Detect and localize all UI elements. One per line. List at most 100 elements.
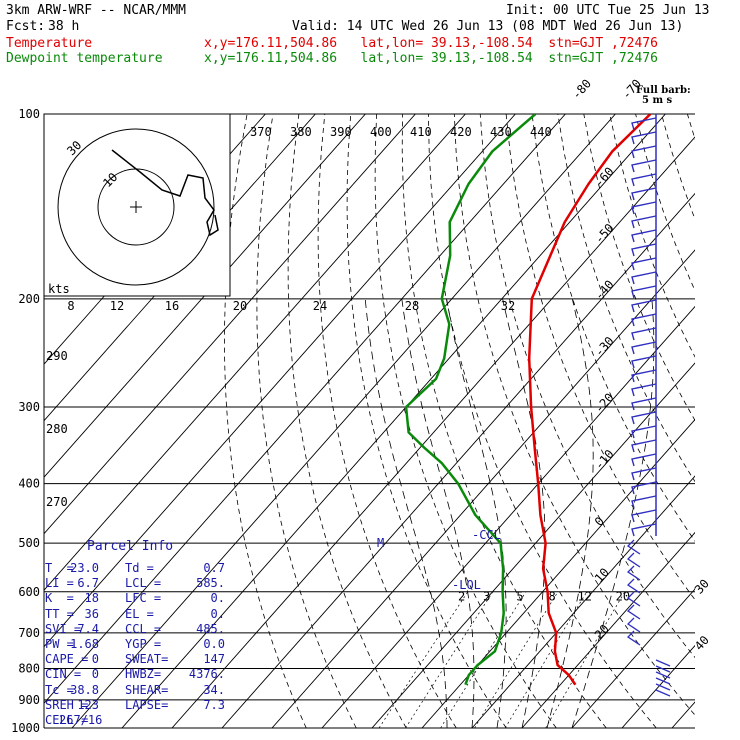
parcel-param-label: SREH =	[45, 697, 89, 712]
wind-barb	[631, 509, 657, 523]
isotherm-line	[44, 114, 366, 478]
wind-barb	[631, 355, 657, 369]
isotherm-label: -80	[569, 77, 594, 102]
moist-adiabat-line	[502, 298, 546, 728]
barb-legend-units: 5 m s	[642, 95, 673, 106]
isotherm-line	[171, 136, 695, 728]
parcel-info-title: Parcel Info	[87, 539, 174, 554]
hodograph-speed-tick: 32	[501, 299, 515, 313]
isotherm-line	[44, 114, 416, 535]
theta-side-label: 270	[46, 495, 68, 509]
theta-label: 410	[410, 125, 432, 139]
isotherm-line	[671, 701, 695, 728]
isotherm-label: 40	[692, 633, 712, 653]
hodograph-speed-tick: 8	[67, 299, 74, 313]
dry-adiabat-line	[224, 114, 307, 728]
wind-barb	[626, 591, 641, 607]
theta-label: 430	[490, 125, 512, 139]
parcel-param-value: 6.7	[77, 576, 99, 591]
wind-barb	[655, 683, 671, 691]
wind-barb	[631, 173, 657, 187]
hodograph-speed-tick: 28	[405, 299, 419, 313]
theta-label: 400	[370, 125, 392, 139]
isotherm-line	[121, 114, 666, 728]
hodograph-frame	[43, 113, 231, 297]
isotherm-line	[71, 114, 616, 728]
parcel-param-value: 38.8	[70, 682, 99, 697]
isotherm-label: -10	[592, 447, 617, 472]
wind-barb	[626, 617, 641, 633]
parcel-param-value: 485.	[196, 621, 225, 636]
isotherm-line	[571, 588, 695, 728]
wind-barb	[655, 689, 671, 697]
model-title: 3km ARW-WRF -- NCAR/MMM	[6, 3, 187, 18]
hodograph-trace	[111, 149, 219, 237]
wind-barb	[631, 229, 657, 243]
wind-barb	[631, 313, 657, 327]
dry-adiabat-line	[317, 114, 457, 728]
moist-adiabat-line	[364, 298, 448, 728]
dewpoint-legend: Dewpoint temperature	[6, 51, 163, 66]
dry-adiabat-line	[256, 114, 357, 728]
isotherm-label: 10	[592, 565, 612, 585]
isotherm-line	[371, 362, 695, 728]
dry-adiabat-line	[505, 114, 695, 601]
parcel-param-value: 147	[203, 652, 225, 667]
barb-legend-title: Full barb:	[636, 85, 691, 96]
isotherm-line	[521, 531, 695, 728]
isotherm-line	[271, 249, 695, 728]
wind-barbs	[626, 114, 671, 697]
pressure-tick-label: 600	[18, 585, 40, 599]
parcel-param-label: Td =	[125, 561, 154, 575]
wind-barb	[631, 453, 657, 467]
wind-barb	[631, 411, 657, 425]
parcel-param-label: CIN =	[45, 667, 82, 682]
wind-barb	[631, 117, 657, 131]
dewpoint-location: x,y=176.11,504.86 lat,lon= 39.13,-108.54…	[204, 51, 658, 66]
parcel-param-value: 123	[77, 697, 99, 712]
wind-barb	[631, 215, 657, 229]
mixing-ratio-line	[474, 591, 559, 728]
mixing-ratio-label: 5	[516, 590, 523, 604]
parcel-param-label: YGP =	[125, 637, 162, 651]
parcel-param-label: LCL =	[125, 576, 162, 591]
hodograph-speed-tick: 16	[165, 299, 179, 313]
hodograph-speed-tick: 12	[110, 299, 124, 313]
pressure-tick-label: 400	[18, 477, 40, 491]
dry-adiabat-line	[374, 114, 557, 728]
hodograph-speed-tick: 20	[233, 299, 247, 313]
wind-barb	[631, 439, 657, 453]
dry-adiabat-line	[453, 114, 695, 716]
wind-barb	[626, 578, 641, 594]
parcel-param-value: 7.4	[77, 621, 99, 636]
dry-adiabat-line	[635, 114, 695, 292]
parcel-param-label: TT =	[45, 606, 74, 621]
isotherm-label: 20	[592, 622, 612, 642]
wind-barb	[631, 425, 657, 439]
isotherm-label: 30	[692, 577, 712, 597]
parcel-param-label: LFC =	[125, 591, 162, 606]
parcel-param-value: 0.7	[203, 561, 225, 575]
parcel-param-label: CCL =	[125, 621, 162, 636]
wind-barb	[631, 145, 657, 159]
isotherm-line	[44, 114, 516, 648]
parcel-param-value: 4376.	[188, 667, 225, 682]
isotherm-line	[321, 305, 695, 728]
wind-barb	[631, 495, 657, 509]
theta-label: 390	[330, 125, 352, 139]
wind-barb	[631, 271, 657, 285]
theta-label: 370	[250, 125, 272, 139]
parcel-param-value: 585.	[196, 576, 225, 591]
mixing-ratio-line	[405, 591, 494, 728]
wind-barb	[631, 523, 657, 537]
parcel-param-label: LAPSE=	[125, 697, 169, 712]
wind-barb	[631, 397, 657, 411]
parcel-param-value: 36	[84, 606, 99, 621]
mixing-ratio-label: 2	[458, 590, 465, 604]
level-m-label: M	[377, 536, 384, 550]
forecast-hours: 38 h	[48, 19, 80, 34]
wind-barb	[655, 659, 671, 667]
pressure-tick-label: 300	[18, 400, 40, 414]
mixing-ratio-label: 20	[616, 590, 630, 604]
ccl-label: -CCL	[472, 528, 501, 542]
